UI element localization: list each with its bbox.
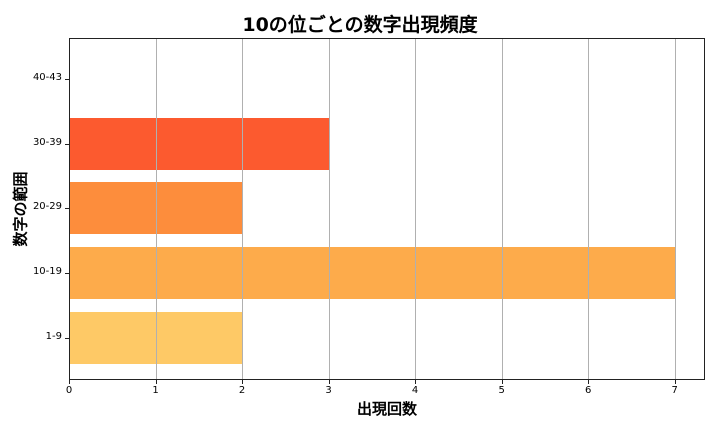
bar-1-9 xyxy=(70,312,244,364)
x-tick xyxy=(588,380,590,384)
grid-line xyxy=(328,39,330,379)
x-tick xyxy=(155,380,157,384)
bar-20-29 xyxy=(70,182,244,234)
y-tick-label: 30-39 xyxy=(32,137,62,148)
x-tick-label: 1 xyxy=(152,385,159,396)
y-tick-label: 20-29 xyxy=(32,201,62,212)
y-tick xyxy=(65,208,69,209)
y-tick-label: 40-43 xyxy=(32,72,62,83)
x-tick-label: 5 xyxy=(498,385,505,396)
y-tick xyxy=(65,338,69,339)
grid-line xyxy=(674,39,676,379)
plot-area xyxy=(69,38,705,380)
x-tick-label: 6 xyxy=(584,385,592,396)
bar-30-39 xyxy=(70,118,330,170)
x-tick xyxy=(328,380,330,384)
y-tick xyxy=(65,273,69,274)
x-tick-label: 3 xyxy=(325,385,332,396)
y-tick xyxy=(65,144,69,145)
x-tick xyxy=(674,380,676,384)
x-tick xyxy=(242,380,244,384)
chart-title: 10の位ごとの数字出現頻度 xyxy=(242,14,478,36)
bar-10-19 xyxy=(70,247,676,299)
grid-line xyxy=(242,39,244,379)
x-tick-label: 7 xyxy=(671,385,678,396)
grid-line xyxy=(155,39,157,379)
x-tick xyxy=(69,380,70,384)
grid-line xyxy=(588,39,590,379)
x-tick xyxy=(415,380,417,384)
y-axis-label: 数字の範囲 xyxy=(11,171,30,247)
y-tick xyxy=(65,79,69,80)
x-tick xyxy=(501,380,503,384)
x-tick-label: 0 xyxy=(65,385,73,396)
grid-line xyxy=(415,39,417,379)
y-tick-label: 10-19 xyxy=(32,266,62,277)
x-tick-label: 4 xyxy=(411,385,419,396)
grid-line xyxy=(501,39,503,379)
y-tick-label: 1-9 xyxy=(45,331,62,342)
x-tick-label: 2 xyxy=(238,385,246,396)
x-axis-label: 出現回数 xyxy=(356,400,417,418)
